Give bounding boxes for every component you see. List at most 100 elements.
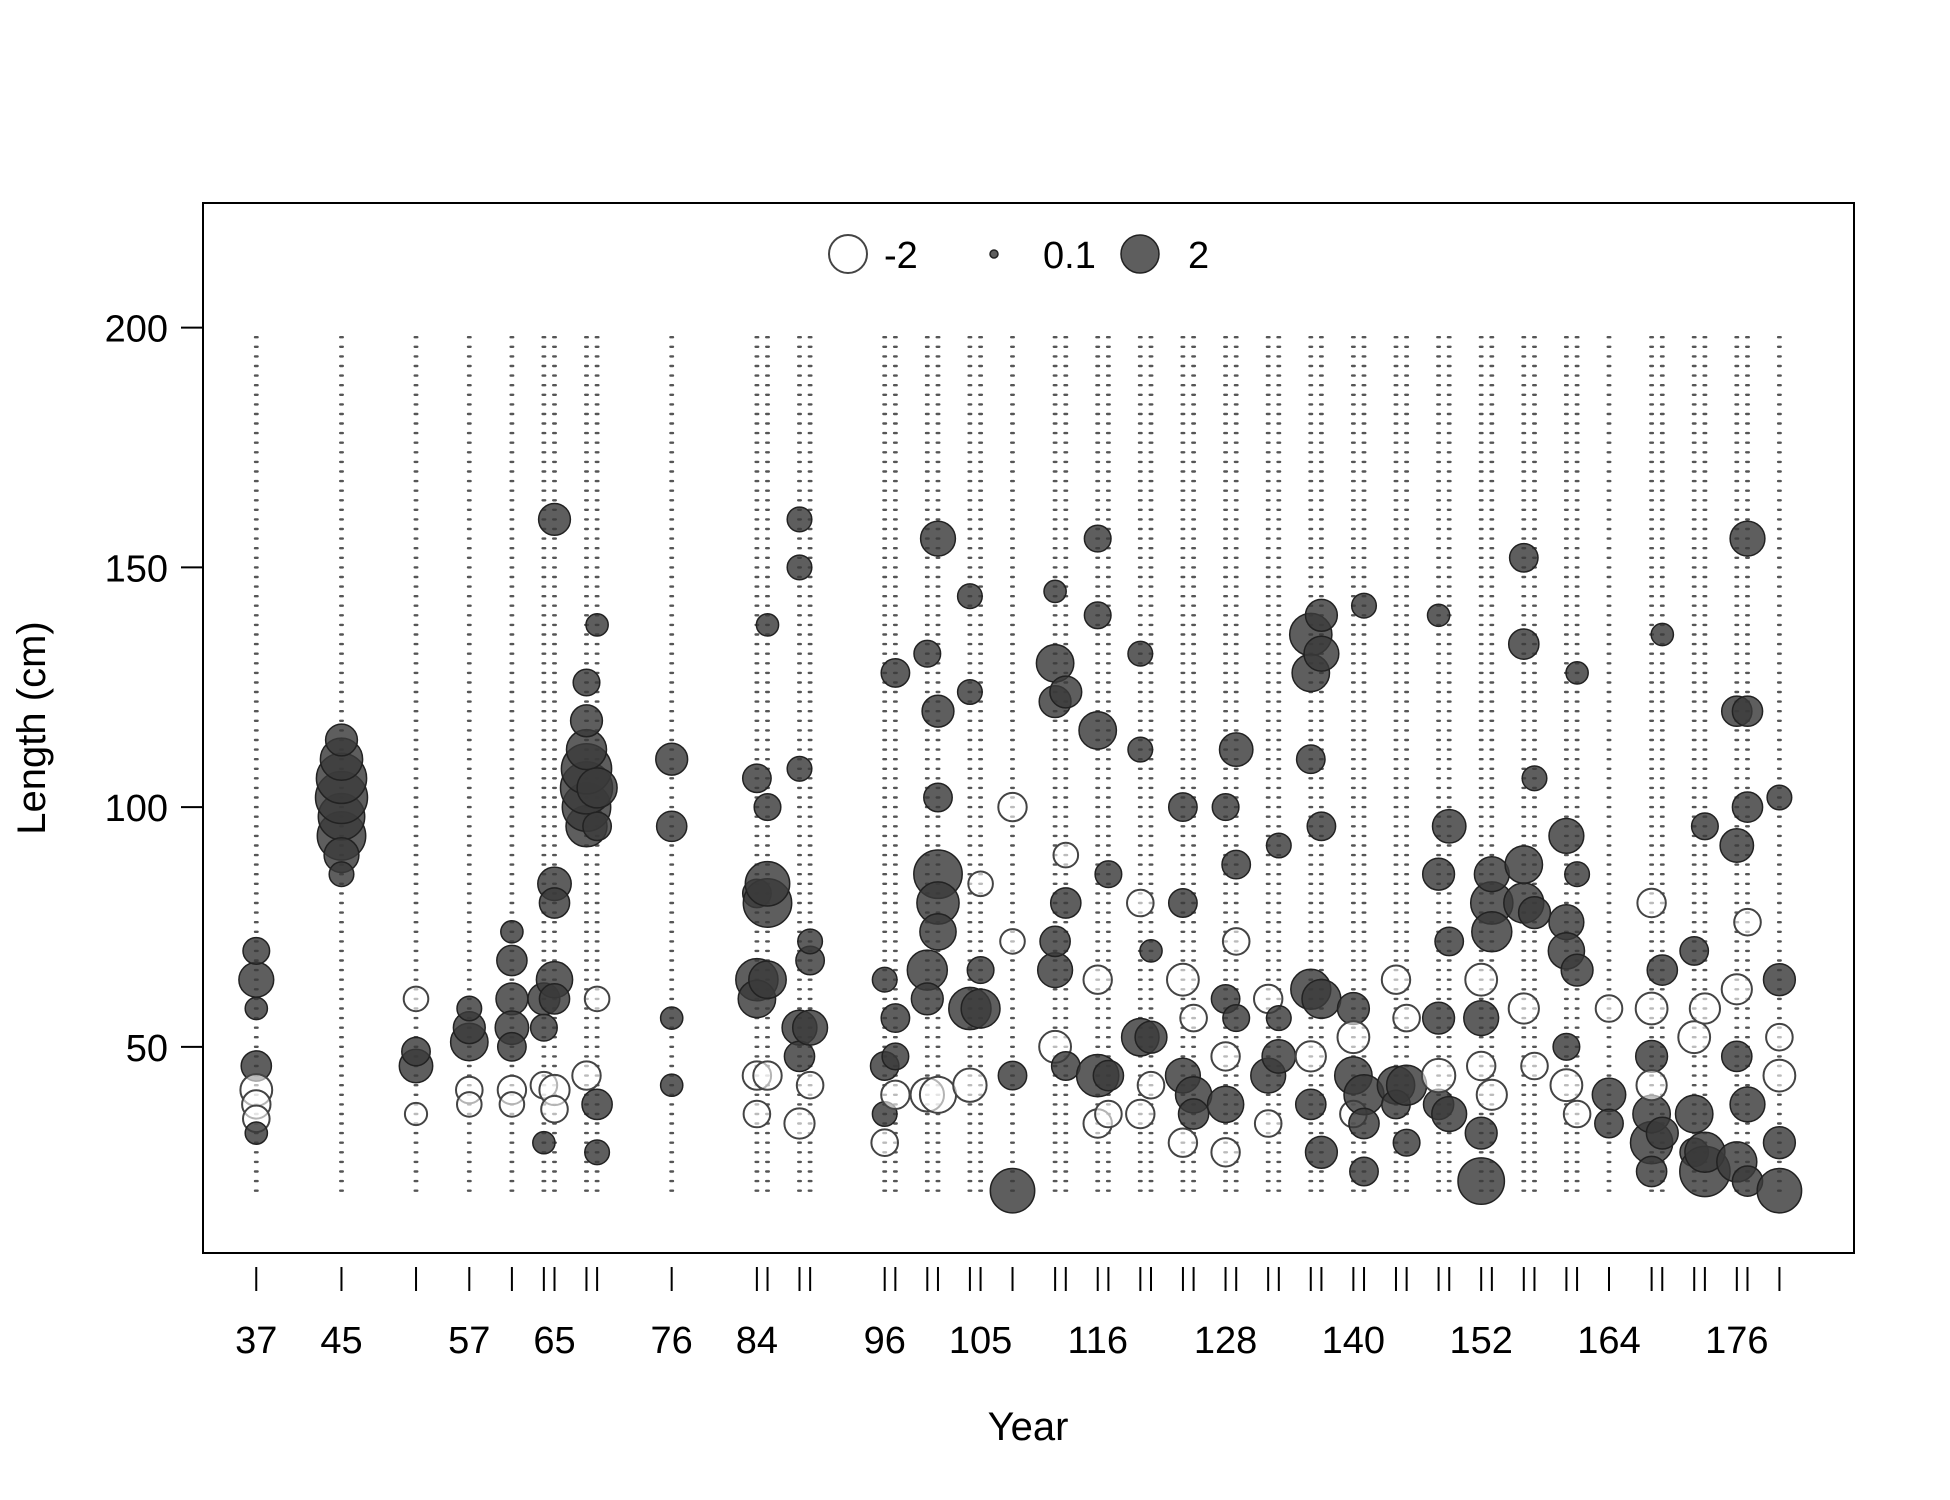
bubble-positive: [755, 613, 780, 637]
bubble-positive: [1762, 963, 1797, 997]
bin-column-144: [1393, 336, 1399, 1192]
bubble-negative: [1125, 1098, 1156, 1130]
bubble-positive: [242, 936, 271, 965]
bubble-positive: [1719, 828, 1755, 863]
bubble-negative: [918, 1075, 958, 1114]
bubble-positive: [1167, 792, 1198, 823]
bubble-positive: [1177, 1098, 1210, 1130]
legend-marker: [989, 249, 999, 259]
bubble-positive: [1134, 1020, 1168, 1054]
bubble-positive: [741, 763, 772, 794]
bubble-positive: [910, 982, 944, 1016]
bubble-positive: [1304, 1135, 1339, 1169]
bubble-negative: [1392, 1003, 1421, 1033]
bubble-negative: [1720, 973, 1753, 1006]
bubble-negative: [583, 985, 611, 1013]
bubble-positive: [919, 520, 957, 557]
bubble-positive: [1457, 1157, 1506, 1206]
bubble-positive: [1261, 1038, 1297, 1074]
bubble-positive: [569, 704, 604, 738]
bubble-positive: [1731, 695, 1764, 728]
bubble-positive: [1674, 1094, 1714, 1134]
bubble-negative: [1475, 1078, 1508, 1111]
bubble-negative: [1210, 1041, 1241, 1072]
x-tick-label: 128: [1194, 1320, 1257, 1362]
bubble-negative: [1520, 1051, 1549, 1081]
y-axis: 50 100 150 200: [105, 309, 203, 1070]
bubble-positive: [585, 613, 609, 637]
bubble-negative: [1179, 1003, 1208, 1033]
bubble-positive: [1211, 793, 1240, 822]
legend-label: -2: [884, 235, 918, 277]
bubble-positive: [1039, 925, 1071, 958]
bubble-positive: [1517, 895, 1552, 930]
bubble-positive: [1294, 1088, 1327, 1121]
bubble-positive: [584, 1139, 611, 1166]
bubble-positive: [1336, 991, 1371, 1026]
bin-column-160: [1563, 336, 1569, 1192]
bin-column-64: [541, 336, 547, 1192]
bubble-positive: [324, 723, 359, 757]
x-tick-label: 116: [1067, 1320, 1128, 1362]
bubble-positive: [791, 1009, 829, 1046]
bubble-positive: [997, 1060, 1028, 1091]
bubble-negative: [1634, 991, 1669, 1026]
bin-column-173: [1702, 336, 1708, 1192]
legend: -2 0.1 2: [828, 234, 1209, 277]
bubble-positive: [1766, 784, 1793, 811]
x-tick-label: 105: [949, 1320, 1012, 1362]
bubble-negative: [1294, 1040, 1327, 1073]
bubble-positive: [495, 982, 529, 1016]
bin-column-100: [924, 336, 930, 1192]
bubble-positive: [1594, 1108, 1624, 1139]
x-tick-label: 140: [1322, 1320, 1385, 1362]
bubble-positive: [1036, 951, 1074, 989]
bubble-positive: [1431, 1095, 1468, 1133]
bubble-negative: [1210, 1137, 1241, 1168]
x-tick-label: 152: [1449, 1320, 1512, 1362]
bubble-positive: [581, 1088, 613, 1121]
bubble-negative: [880, 1079, 911, 1111]
bubble-positive: [1650, 622, 1675, 647]
bubble-negative: [1677, 1020, 1712, 1055]
bubble-positive: [1635, 1155, 1668, 1188]
bubble-negative: [1464, 962, 1499, 997]
bubble-positive: [1729, 520, 1766, 557]
bubble-positive: [1646, 954, 1679, 986]
bubble-positive: [881, 1042, 910, 1071]
x-tick-label: 45: [320, 1320, 362, 1362]
bubble-negative: [967, 870, 994, 898]
bubble-positive: [1679, 935, 1710, 966]
bubble-negative: [1762, 1058, 1797, 1093]
bubble-positive: [1385, 1064, 1428, 1106]
bin-column-105: [978, 336, 984, 1192]
bin-column-101: [935, 336, 941, 1192]
bubble-positive: [1078, 710, 1118, 750]
x-tick-label: 176: [1705, 1320, 1768, 1362]
bubble-positive: [1392, 1128, 1421, 1157]
bin-column-57: [466, 336, 472, 1192]
bubble-negative: [952, 1067, 988, 1103]
bubble-positive: [966, 956, 995, 985]
bubble-positive: [582, 811, 613, 842]
bubble-positive: [238, 961, 275, 998]
y-tick-label: 50: [126, 1028, 168, 1070]
bubble-positive: [1304, 598, 1339, 632]
bubble-negative: [1733, 907, 1762, 937]
bubble-positive: [748, 960, 787, 1000]
bubble-negative: [1380, 964, 1412, 995]
bubble-positive: [659, 1073, 684, 1098]
bubble-positive: [532, 1130, 556, 1155]
x-axis: 37 45 57 65 76 84 96 105 116 128 140 152 164 176: [235, 1267, 1781, 1362]
bubble-positive: [537, 502, 572, 537]
legend-label: 2: [1188, 235, 1209, 277]
bubble-positive: [1049, 887, 1082, 919]
bubble-positive: [655, 742, 689, 776]
bubble-positive: [956, 678, 983, 706]
bubble-positive: [1731, 791, 1764, 823]
bin-column-120: [1137, 336, 1143, 1192]
bubble-positive: [960, 988, 1001, 1029]
bubble-positive: [1564, 861, 1591, 888]
bin-column-61: [509, 336, 515, 1192]
bubble-positive: [871, 966, 898, 993]
